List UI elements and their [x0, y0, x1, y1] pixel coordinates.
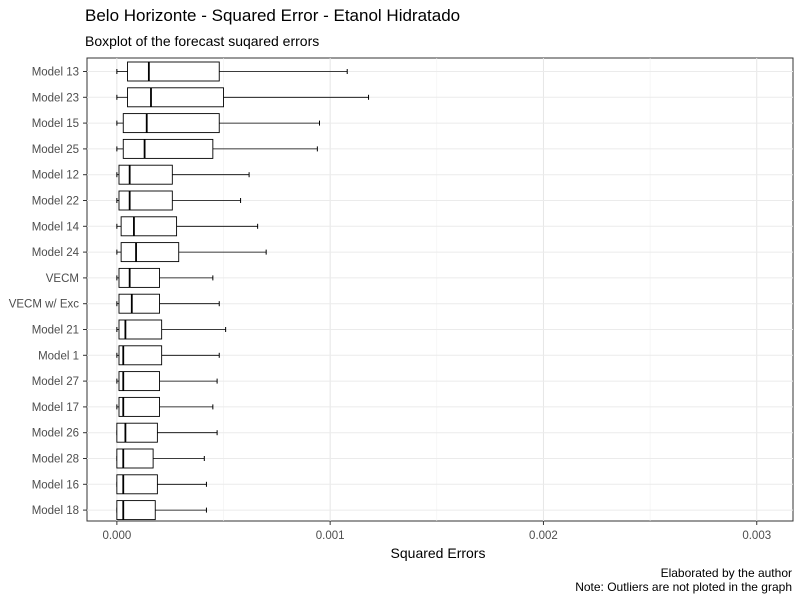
- caption-note: Note: Outliers are not ploted in the gra…: [575, 580, 792, 594]
- iqr-box: [118, 345, 163, 366]
- iqr-box: [118, 319, 163, 340]
- box-vecm: [116, 267, 214, 288]
- chart-title: Belo Horizonte - Squared Error - Etanol …: [85, 6, 461, 25]
- y-tick-label: Model 17: [32, 402, 79, 414]
- iqr-box: [116, 448, 154, 469]
- iqr-box: [118, 267, 160, 288]
- iqr-box: [118, 371, 160, 392]
- y-tick-label: Model 1: [38, 350, 79, 362]
- y-tick-label: VECM w/ Exc: [9, 299, 80, 311]
- plot-panel: [86, 57, 794, 522]
- y-tick-label: Model 22: [32, 196, 79, 208]
- y-tick-label: Model 12: [32, 170, 79, 182]
- iqr-box: [118, 396, 160, 417]
- iqr-box: [116, 474, 158, 495]
- box-model-15: [116, 113, 320, 134]
- iqr-box: [122, 113, 220, 134]
- x-tick-label: 0.001: [316, 530, 345, 542]
- iqr-box: [116, 422, 158, 443]
- box-vecm-w-exc: [116, 293, 220, 314]
- box-model-23: [116, 87, 370, 108]
- box-model-13: [116, 61, 348, 82]
- box-model-14: [116, 216, 259, 237]
- y-axis-labels: Model 13 Model 23 Model 15 Model 25 Model 12…: [9, 67, 87, 517]
- x-tick-label: 0.000: [102, 530, 131, 542]
- y-tick-label: Model 26: [32, 428, 79, 440]
- y-tick-label: VECM: [46, 273, 79, 285]
- y-tick-label: Model 23: [32, 92, 79, 104]
- y-tick-label: Model 15: [32, 118, 79, 130]
- x-axis-ticks: 0.000 0.001 0.002 0.003: [102, 521, 771, 542]
- iqr-box: [122, 138, 214, 159]
- iqr-box: [118, 293, 160, 314]
- box-model-21: [116, 319, 227, 340]
- y-tick-label: Model 14: [32, 221, 80, 233]
- box-model-1: [116, 345, 220, 366]
- box-model-22: [116, 190, 242, 211]
- y-tick-label: Model 25: [32, 144, 79, 156]
- iqr-box: [120, 242, 180, 263]
- y-tick-label: Model 24: [32, 247, 80, 259]
- box-model-18: [116, 500, 207, 521]
- iqr-box: [127, 61, 220, 82]
- y-tick-label: Model 28: [32, 454, 79, 466]
- x-tick-label: 0.003: [742, 530, 771, 542]
- box-model-24: [116, 242, 267, 263]
- x-axis-title: Squared Errors: [391, 545, 486, 561]
- y-tick-label: Model 13: [32, 67, 79, 79]
- box-model-26: [116, 422, 218, 443]
- y-tick-label: Model 27: [32, 376, 79, 388]
- iqr-box: [127, 87, 224, 108]
- box-model-17: [116, 396, 214, 417]
- x-tick-label: 0.002: [529, 530, 558, 542]
- boxes: [116, 61, 370, 521]
- box-model-25: [116, 138, 318, 159]
- box-model-27: [116, 371, 218, 392]
- box-model-16: [116, 474, 207, 495]
- y-tick-label: Model 21: [32, 325, 79, 337]
- iqr-box: [118, 190, 173, 211]
- box-model-12: [116, 164, 250, 185]
- iqr-box: [118, 164, 173, 185]
- caption-author: Elaborated by the author: [660, 566, 792, 580]
- iqr-box: [120, 216, 178, 237]
- iqr-box: [116, 500, 156, 521]
- chart-subtitle: Boxplot of the forecast suqared errors: [85, 33, 320, 49]
- y-tick-label: Model 16: [32, 479, 79, 491]
- box-model-28: [116, 448, 205, 469]
- y-tick-label: Model 18: [32, 505, 79, 517]
